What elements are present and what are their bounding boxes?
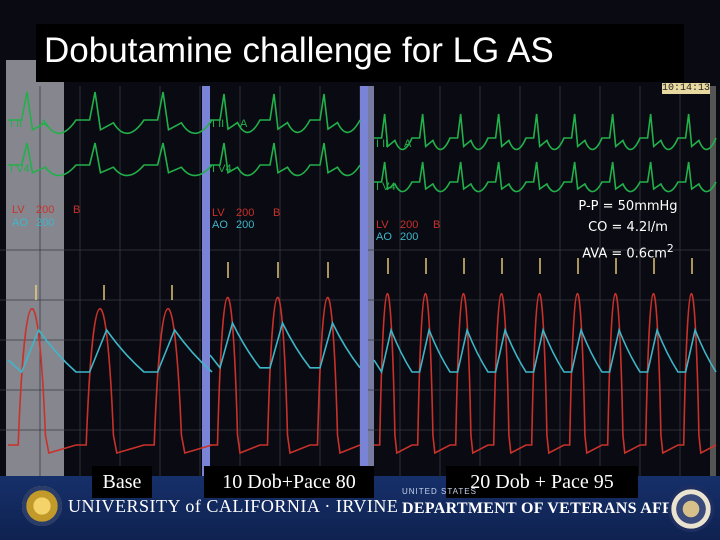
panel-dob10-ao-label: AO bbox=[212, 219, 228, 231]
panel-base-lv-tag: B bbox=[73, 204, 80, 216]
panel-dob20-lv-pressure bbox=[374, 292, 717, 455]
panel-dob10-lv-pressure bbox=[210, 296, 361, 455]
panel-dob20-labels: I II A I V4 LV 200 B AO 200 bbox=[376, 138, 440, 243]
panel-base-ecg-lead-ii bbox=[8, 91, 213, 135]
gradient-value: P-P = 50mmHg bbox=[578, 199, 678, 214]
panel-divider-1 bbox=[202, 86, 210, 480]
panel-base-lv-label: LV bbox=[12, 204, 25, 216]
panel-dob10-lead2-label: I V4 bbox=[212, 163, 232, 175]
caption-dob10: 10 Dob+Pace 80 bbox=[204, 466, 374, 498]
panel-dob10-ecg-lead-v4 bbox=[210, 142, 361, 177]
va-subtitle: UNITED STATES bbox=[402, 487, 477, 496]
panel-dob20-ecg-lead-ii bbox=[374, 113, 717, 151]
caption-dob20: 20 Dob + Pace 95 bbox=[446, 466, 638, 498]
cardiac-output-value: CO = 4.2l/m bbox=[588, 220, 668, 235]
slide-title: Dobutamine challenge for LG AS bbox=[36, 24, 684, 82]
hemodynamic-stats: P-P = 50mmHg CO = 4.2l/m AVA = 0.6cm2 bbox=[548, 196, 708, 264]
panel-dob20-ao-scale: 200 bbox=[400, 231, 418, 243]
panel-dob20-lead1-tag: A bbox=[404, 138, 412, 150]
panel-dob20-lead1-label: I II bbox=[376, 138, 388, 150]
panel-dob10-lv-scale: 200 bbox=[236, 207, 254, 219]
panel-dob20-ecg-lead-v4 bbox=[374, 161, 717, 193]
panel-dob10-ao-scale: 200 bbox=[236, 219, 254, 231]
panel-dob20-lead2-label: I V4 bbox=[376, 181, 396, 193]
panel-base-ao-pressure bbox=[7, 328, 213, 374]
panel-base-lv-scale: 200 bbox=[36, 204, 54, 216]
panel-base-ecg-lead-v4 bbox=[8, 142, 213, 177]
monitor-grid bbox=[0, 86, 710, 478]
panel-dob20-lv-scale: 200 bbox=[400, 219, 418, 231]
valve-area-text: AVA = 0.6cm bbox=[582, 246, 667, 262]
va-seal-icon bbox=[668, 486, 714, 532]
panel-base-lead2-label: I V4 bbox=[10, 163, 30, 175]
panel-base-lv-pressure bbox=[8, 307, 213, 455]
panel-base-shade bbox=[6, 60, 64, 480]
panel-base-labels: I II A I V4 LV 200 B AO 200 bbox=[10, 118, 80, 229]
panel-dob10-lead1-label: I II bbox=[212, 118, 224, 130]
panel-dob20-ao-pressure bbox=[373, 327, 717, 375]
uci-name: UNIVERSITY of CALIFORNIA · IRVINE bbox=[68, 496, 399, 516]
panel-dob10-labels: I II A I V4 LV 200 B AO 200 bbox=[212, 118, 280, 231]
va-name: DEPARTMENT OF VETERANS AFFAIRS bbox=[402, 500, 711, 517]
valve-area-exponent: 2 bbox=[666, 242, 674, 255]
panel-base-lead1-label: I II bbox=[10, 118, 22, 130]
pressure-and-ecg-traces bbox=[7, 91, 717, 455]
panel-dob10-ecg-lead-ii bbox=[210, 93, 361, 134]
panel-dob20-ao-label: AO bbox=[376, 231, 392, 243]
panel-base-ao-label: AO bbox=[12, 217, 28, 229]
valve-area-value: AVA = 0.6cm2 bbox=[548, 238, 708, 264]
monitor-clock: 10:14:13 bbox=[662, 83, 711, 94]
panel-edge bbox=[710, 86, 716, 480]
panel-base-lead1-tag: A bbox=[40, 118, 48, 130]
panel-dob10-lv-tag: B bbox=[273, 207, 280, 219]
uci-seal-icon bbox=[22, 486, 62, 526]
panel-dob20-shade bbox=[364, 86, 374, 480]
caption-base: Base bbox=[92, 466, 152, 498]
panel-divider-2 bbox=[360, 86, 368, 480]
panel-dob10-ao-pressure bbox=[209, 320, 361, 370]
panel-dob20-lv-tag: B bbox=[433, 219, 440, 231]
panel-base-ao-scale: 200 bbox=[36, 217, 54, 229]
panel-dob10-lead1-tag: A bbox=[240, 118, 248, 130]
panel-dob10-lv-label: LV bbox=[212, 207, 225, 219]
panel-dob20-lv-label: LV bbox=[376, 219, 389, 231]
